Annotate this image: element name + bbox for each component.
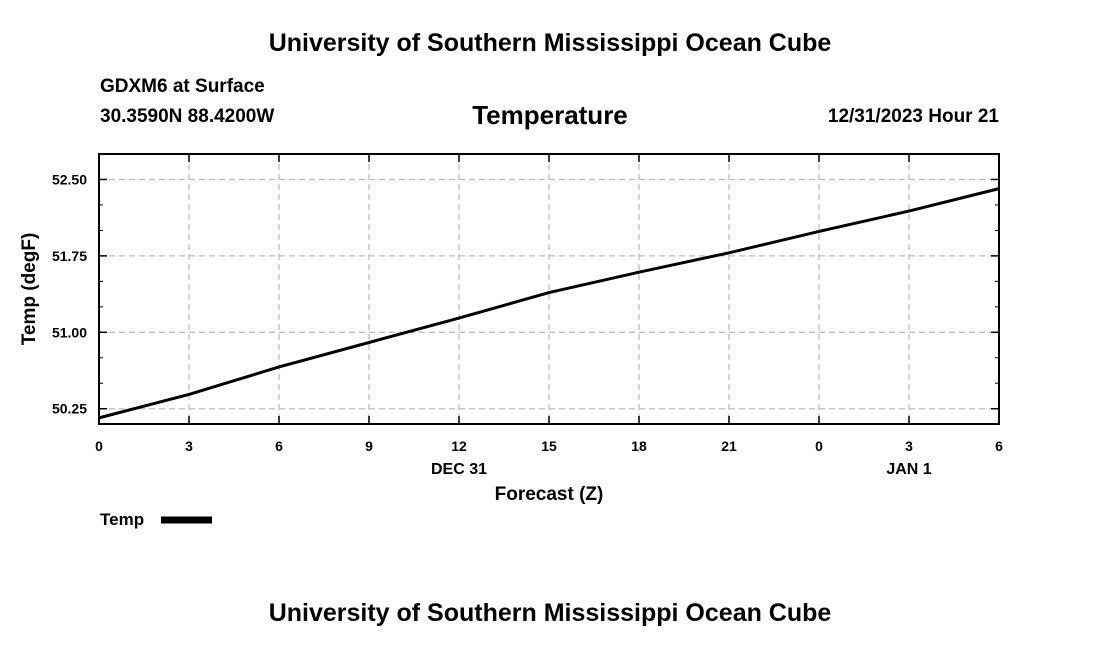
x-tick-label: 21 bbox=[721, 438, 737, 454]
station-label: GDXM6 at Surface bbox=[100, 76, 265, 97]
x-tick-label: 6 bbox=[995, 438, 1003, 454]
x-tick-label: 0 bbox=[815, 438, 823, 454]
x-tick-label: 6 bbox=[275, 438, 283, 454]
date-labels: DEC 31 JAN 1 bbox=[431, 461, 932, 478]
main-title: University of Southern Mississippi Ocean… bbox=[268, 29, 832, 57]
series-layer bbox=[98, 187, 1000, 420]
legend: Temp bbox=[100, 510, 212, 529]
x-tick-label: 18 bbox=[631, 438, 647, 454]
y-tick-label: 51.75 bbox=[52, 248, 87, 264]
footer-title: University of Southern Mississippi Ocean… bbox=[268, 599, 832, 627]
minor-ticks bbox=[99, 153, 999, 410]
x-tick-label: 3 bbox=[185, 438, 193, 454]
y-axis-label: Temp (degF) bbox=[19, 233, 40, 346]
legend-label-temp: Temp bbox=[100, 510, 144, 529]
x-tick-label: 9 bbox=[365, 438, 373, 454]
y-tick-label: 52.50 bbox=[52, 171, 87, 187]
x-axis-label: Forecast (Z) bbox=[495, 484, 604, 505]
y-axis-ticks: 50.25 51.00 51.75 52.50 bbox=[52, 171, 999, 417]
date-label: DEC 31 bbox=[431, 461, 487, 478]
x-axis-ticks: 0 3 6 9 12 15 18 21 0 3 6 bbox=[95, 154, 1003, 454]
valid-time: 12/31/2023 Hour 21 bbox=[827, 106, 999, 127]
grid bbox=[99, 154, 999, 424]
x-tick-label: 15 bbox=[541, 438, 557, 454]
date-label: JAN 1 bbox=[886, 461, 931, 478]
y-tick-label: 51.00 bbox=[52, 324, 87, 340]
x-tick-label: 12 bbox=[451, 438, 467, 454]
station-coordinates: 30.3590N 88.4200W bbox=[100, 106, 275, 127]
series-line-temp bbox=[98, 187, 1000, 420]
chart-title: Temperature bbox=[472, 100, 628, 130]
x-tick-label: 3 bbox=[905, 438, 913, 454]
x-tick-label: 0 bbox=[95, 438, 103, 454]
y-tick-label: 50.25 bbox=[52, 401, 87, 417]
